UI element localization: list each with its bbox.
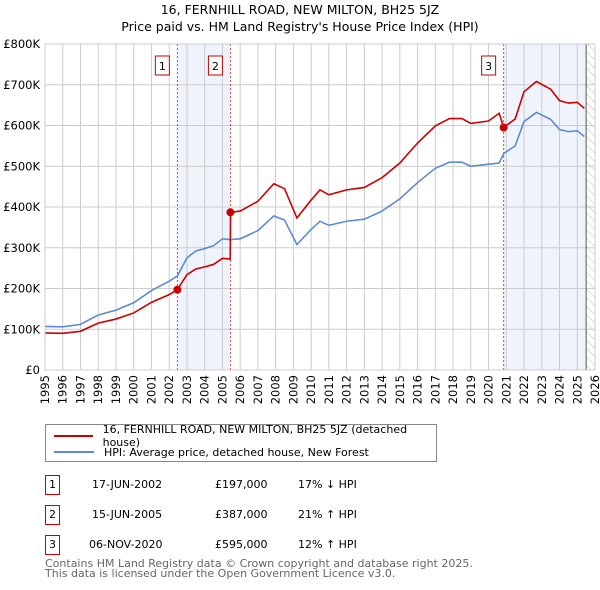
x-tick-label: 2013	[357, 375, 371, 404]
sale-marker-box	[207, 55, 223, 76]
sale-point	[173, 285, 182, 294]
x-tick-label: 2026	[588, 375, 600, 404]
x-tick-label: 2018	[446, 375, 460, 404]
sale-price: £197,000	[215, 478, 268, 491]
x-tick-label: 2025	[570, 375, 584, 404]
sale-price: £387,000	[215, 508, 268, 521]
footer-copyright: Contains HM Land Registry data © Crown c…	[45, 557, 473, 570]
sale-date: 17-JUN-2002	[92, 478, 163, 491]
y-tick-label: £600K	[3, 119, 40, 133]
chart-title: 16, FERNHILL ROAD, NEW MILTON, BH25 5JZ	[160, 2, 440, 17]
hpi-series-line	[44, 111, 585, 328]
x-tick-label: 2016	[411, 375, 425, 404]
x-tick-label: 2002	[162, 375, 176, 404]
x-tick-label: 1996	[56, 375, 70, 404]
legend-swatch-hpi	[54, 451, 94, 453]
sale-hpi-delta: 12% ↑ HPI	[298, 538, 357, 551]
x-tick-label: 2017	[428, 375, 442, 404]
y-tick-label: £300K	[3, 241, 40, 255]
legend-item-hpi: HPI: Average price, detached house, New …	[54, 444, 369, 460]
sale-marker-label: 3	[485, 60, 492, 73]
sale-marker-box	[154, 55, 170, 76]
x-tick-label: 2001	[144, 375, 158, 404]
x-tick-label: 2006	[233, 375, 247, 404]
sale-marker-label: 2	[212, 60, 219, 73]
y-tick-label: £0	[25, 363, 40, 377]
sale-date: 15-JUN-2005	[92, 508, 163, 521]
x-tick-label: 2003	[180, 375, 194, 404]
sale-point	[226, 208, 235, 217]
x-tick-label: 2012	[340, 375, 354, 404]
property-series-line	[44, 80, 585, 335]
sale-price: £595,000	[215, 538, 268, 551]
y-tick-label: £100K	[3, 322, 40, 336]
legend-swatch-property	[54, 435, 93, 437]
y-tick-label: £200K	[3, 282, 40, 296]
legend-item-property: 16, FERNHILL ROAD, NEW MILTON, BH25 5JZ …	[54, 423, 436, 449]
x-tick-label: 1999	[109, 375, 123, 404]
sale-marker-label: 1	[159, 60, 166, 73]
x-tick-label: 2010	[304, 375, 318, 404]
x-tick-label: 2009	[286, 375, 300, 404]
sale-marker-badge: 2	[45, 505, 60, 525]
sale-hpi-delta: 21% ↑ HPI	[298, 508, 357, 521]
x-tick-label: 2000	[127, 375, 141, 404]
x-tick-label: 2004	[198, 375, 212, 404]
y-tick-label: £800K	[3, 37, 40, 51]
y-tick-label: £500K	[3, 159, 40, 173]
chart-subtitle: Price paid vs. HM Land Registry's House …	[121, 19, 479, 34]
x-tick-label: 1998	[91, 375, 105, 404]
plot-frame	[44, 43, 596, 371]
x-tick-label: 1995	[38, 375, 52, 404]
sale-point	[499, 123, 508, 132]
price-chart: 1995 1996 1997 1998 1999 2000 2001 2002 2003 2004…	[3, 37, 600, 404]
legend-label-hpi: HPI: Average price, detached house, New …	[104, 445, 369, 459]
x-tick-label: 2014	[375, 375, 389, 404]
sale-marker-badge: 1	[45, 475, 60, 495]
x-tick-label: 2015	[393, 375, 407, 404]
sale-date: 06-NOV-2020	[89, 538, 163, 551]
x-tick-label: 2008	[269, 375, 283, 404]
x-tick-label: 2021	[499, 375, 513, 404]
sale-marker-box	[481, 55, 497, 76]
x-tick-label: 2019	[464, 375, 478, 404]
footer: Contains HM Land Registry data © Crown c…	[45, 557, 473, 580]
x-tick-label: 2020	[482, 375, 496, 404]
x-tick-label: 2005	[215, 375, 229, 404]
y-tick-label: £400K	[3, 200, 40, 214]
x-tick-label: 2023	[535, 375, 549, 404]
footer-licence: This data is licensed under the Open Gov…	[45, 567, 396, 580]
legend-label-property: 16, FERNHILL ROAD, NEW MILTON, BH25 5JZ …	[102, 423, 408, 449]
sale-hpi-delta: 17% ↓ HPI	[298, 478, 357, 491]
x-tick-label: 2011	[322, 375, 336, 404]
x-tick-label: 2024	[553, 375, 567, 404]
x-tick-label: 2022	[517, 375, 531, 404]
y-tick-label: £700K	[3, 78, 40, 92]
legend: 16, FERNHILL ROAD, NEW MILTON, BH25 5JZ …	[45, 423, 437, 462]
x-tick-label: 1997	[73, 375, 87, 404]
sale-marker-badge: 3	[45, 535, 60, 555]
x-tick-label: 2007	[251, 375, 265, 404]
